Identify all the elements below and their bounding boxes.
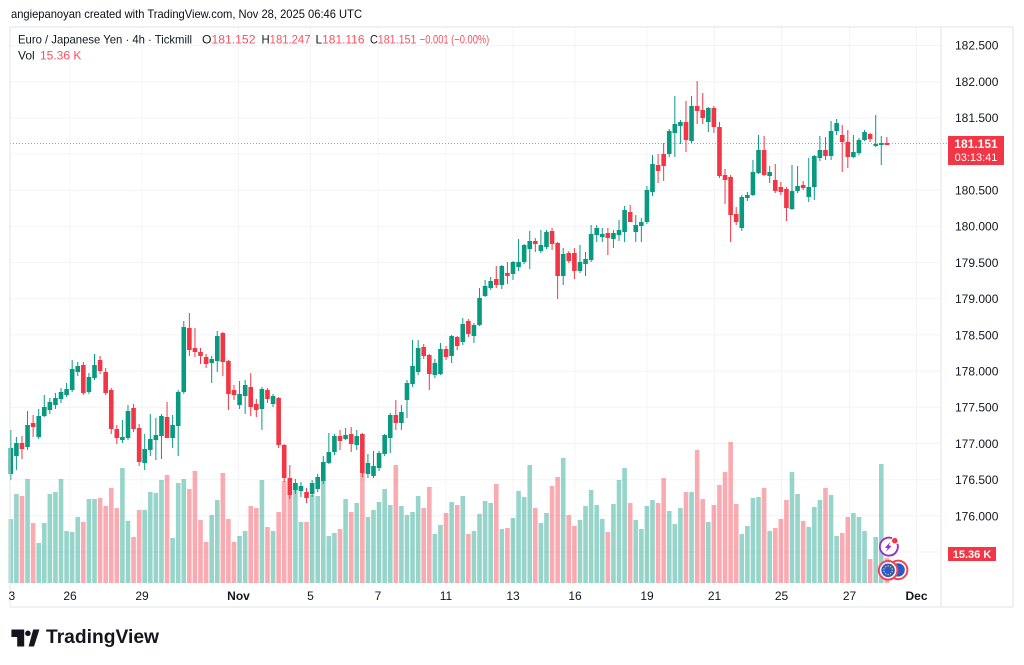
svg-text:19: 19 — [640, 589, 654, 603]
svg-text:177.500: 177.500 — [955, 401, 999, 415]
svg-text:16: 16 — [568, 589, 582, 603]
svg-text:180.000: 180.000 — [955, 220, 999, 234]
svg-text:178.500: 178.500 — [955, 328, 999, 342]
svg-text:angiepanoyan created with Trad: angiepanoyan created with TradingView.co… — [11, 7, 362, 21]
svg-text:177.000: 177.000 — [955, 437, 999, 451]
svg-text:180.500: 180.500 — [955, 184, 999, 198]
svg-text:3: 3 — [9, 589, 16, 603]
svg-text:Dec: Dec — [905, 589, 927, 603]
svg-text:182.500: 182.500 — [955, 39, 999, 53]
svg-text:179.000: 179.000 — [955, 292, 999, 306]
svg-text:C181.151: C181.151 — [370, 33, 417, 47]
svg-text:H181.247: H181.247 — [262, 33, 311, 47]
svg-text:26: 26 — [63, 589, 77, 603]
svg-text:11: 11 — [440, 589, 453, 603]
svg-text:O181.152: O181.152 — [202, 33, 256, 47]
svg-text:Vol: Vol — [18, 49, 35, 63]
svg-text:Euro / Japanese Yen · 4h · Tic: Euro / Japanese Yen · 4h · Tickmill — [18, 33, 192, 47]
svg-text:179.500: 179.500 — [955, 256, 999, 270]
svg-text:27: 27 — [843, 589, 857, 603]
svg-text:176.500: 176.500 — [955, 473, 999, 487]
svg-text:−0.001 (−0.00%): −0.001 (−0.00%) — [420, 33, 490, 47]
svg-text:178.000: 178.000 — [955, 365, 999, 379]
svg-text:7: 7 — [375, 589, 382, 603]
svg-text:03:13:41: 03:13:41 — [955, 152, 998, 164]
svg-text:15.36 K: 15.36 K — [953, 549, 992, 561]
svg-text:181.151: 181.151 — [954, 137, 998, 151]
svg-text:TradingView: TradingView — [46, 626, 160, 648]
svg-text:5: 5 — [307, 589, 314, 603]
svg-text:13: 13 — [506, 589, 520, 603]
svg-text:L181.116: L181.116 — [316, 33, 365, 47]
svg-text:21: 21 — [708, 589, 722, 603]
svg-text:Nov: Nov — [227, 589, 250, 603]
svg-text:25: 25 — [775, 589, 789, 603]
svg-text:15.36 K: 15.36 K — [40, 49, 81, 63]
svg-text:181.500: 181.500 — [955, 111, 999, 125]
svg-text:176.000: 176.000 — [955, 509, 999, 523]
svg-text:29: 29 — [135, 589, 149, 603]
svg-text:182.000: 182.000 — [955, 75, 999, 89]
